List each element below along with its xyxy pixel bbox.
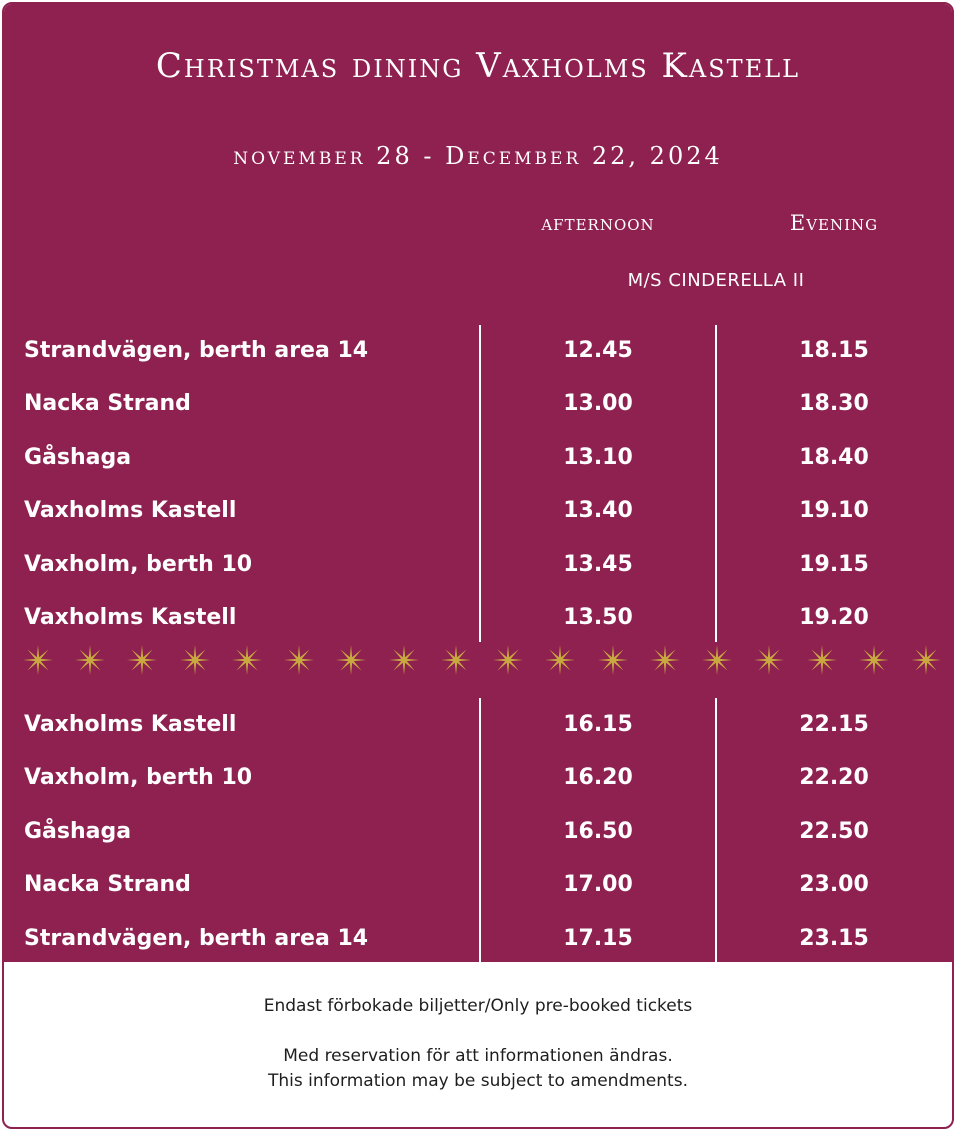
evening-time: 18.15 [799, 338, 869, 363]
afternoon-time: 13.10 [563, 444, 633, 470]
afternoon-time: 16.20 [563, 765, 633, 791]
stop-name: Vaxholm, berth 10 [24, 551, 253, 577]
table-row: Vaxholms Kastell 16.15 22.15 [4, 698, 952, 751]
table-row: Vaxholm, berth 10 16.20 22.20 [4, 751, 952, 804]
evening-time: 22.50 [799, 818, 869, 844]
disclaimer-swedish: Med reservation för att informationen än… [283, 1046, 673, 1066]
evening-time: 19.20 [799, 604, 869, 630]
booking-note: Endast förbokade biljetter/Only pre-book… [263, 996, 693, 1016]
disclaimer-english: This information may be subject to amend… [268, 1071, 688, 1091]
table-row: Vaxholm, berth 10 13.45 19.15 [4, 538, 952, 591]
table-row: Strandvägen, berth area 14 12.45 18.15 [4, 324, 952, 377]
star-icon [910, 645, 941, 675]
table-row: Vaxholms Kastell 13.50 19.20 [4, 591, 952, 644]
evening-time: 23.00 [799, 872, 869, 898]
afternoon-time: 17.15 [563, 925, 633, 951]
stop-name: Vaxholms Kastell [24, 604, 237, 630]
evening-time: 18.40 [799, 444, 869, 470]
evening-time: 23.15 [799, 925, 869, 951]
star-icon [179, 645, 210, 675]
column-header-afternoon: afternoon [541, 211, 655, 235]
afternoon-time: 16.50 [563, 818, 633, 844]
stop-name: Vaxholms Kastell [24, 712, 237, 737]
star-icon [388, 645, 419, 675]
outbound-schedule: Strandvägen, berth area 14 12.45 18.15 N… [4, 324, 952, 644]
afternoon-time: 13.50 [563, 604, 633, 630]
star-icon [231, 645, 262, 675]
table-row: Gåshaga 16.50 22.50 [4, 805, 952, 858]
column-divider [715, 698, 717, 962]
star-icon [440, 645, 471, 675]
table-row: Gåshaga 13.10 18.40 [4, 431, 952, 484]
afternoon-time: 17.00 [563, 872, 633, 898]
star-icon [806, 645, 837, 675]
stop-name: Strandvägen, berth area 14 [24, 925, 369, 951]
footer-notes: Endast förbokade biljetter/Only pre-book… [4, 962, 952, 1127]
star-icon [336, 645, 367, 675]
vessel-name: M/S CINDERELLA II [627, 270, 805, 291]
afternoon-time: 13.45 [563, 551, 633, 577]
star-icon [702, 645, 733, 675]
star-icon [75, 645, 106, 675]
return-schedule: Vaxholms Kastell 16.15 22.15 Vaxholm, be… [4, 698, 952, 965]
star-icon [858, 645, 889, 675]
evening-time: 18.30 [799, 391, 869, 417]
column-header-evening: Evening [789, 211, 879, 235]
table-row: Vaxholms Kastell 13.40 19.10 [4, 484, 952, 537]
table-row: Nacka Strand 13.00 18.30 [4, 377, 952, 430]
stop-name: Gåshaga [24, 444, 132, 470]
afternoon-time: 13.40 [563, 498, 633, 524]
star-divider [22, 640, 942, 680]
page-title: Christmas dining Vaxholms Kastell [155, 46, 801, 86]
table-row: Strandvägen, berth area 14 17.15 23.15 [4, 912, 952, 965]
star-icon [493, 645, 524, 675]
table-row: Nacka Strand 17.00 23.00 [4, 858, 952, 911]
star-icon [754, 645, 785, 675]
date-range: november 28 - December 22, 2024 [233, 142, 723, 170]
stop-name: Vaxholm, berth 10 [24, 765, 253, 791]
star-icon [23, 645, 53, 675]
column-divider [715, 325, 717, 642]
evening-time: 22.15 [799, 712, 869, 737]
afternoon-time: 12.45 [563, 338, 633, 363]
timetable-panel: Christmas dining Vaxholms Kastell novemb… [4, 4, 952, 962]
evening-time: 19.15 [799, 551, 869, 577]
star-icon [127, 645, 158, 675]
star-icon [649, 645, 680, 675]
column-divider [479, 325, 481, 642]
star-icon [284, 645, 315, 675]
column-divider [479, 698, 481, 962]
star-icon [597, 645, 628, 675]
star-icon [545, 645, 576, 675]
stop-name: Nacka Strand [24, 391, 191, 417]
afternoon-time: 13.00 [563, 391, 633, 417]
stop-name: Nacka Strand [24, 872, 191, 898]
stop-name: Strandvägen, berth area 14 [24, 338, 369, 363]
afternoon-time: 16.15 [563, 712, 633, 737]
evening-time: 22.20 [799, 765, 869, 791]
evening-time: 19.10 [799, 498, 869, 524]
stop-name: Vaxholms Kastell [24, 498, 237, 524]
stop-name: Gåshaga [24, 818, 132, 844]
